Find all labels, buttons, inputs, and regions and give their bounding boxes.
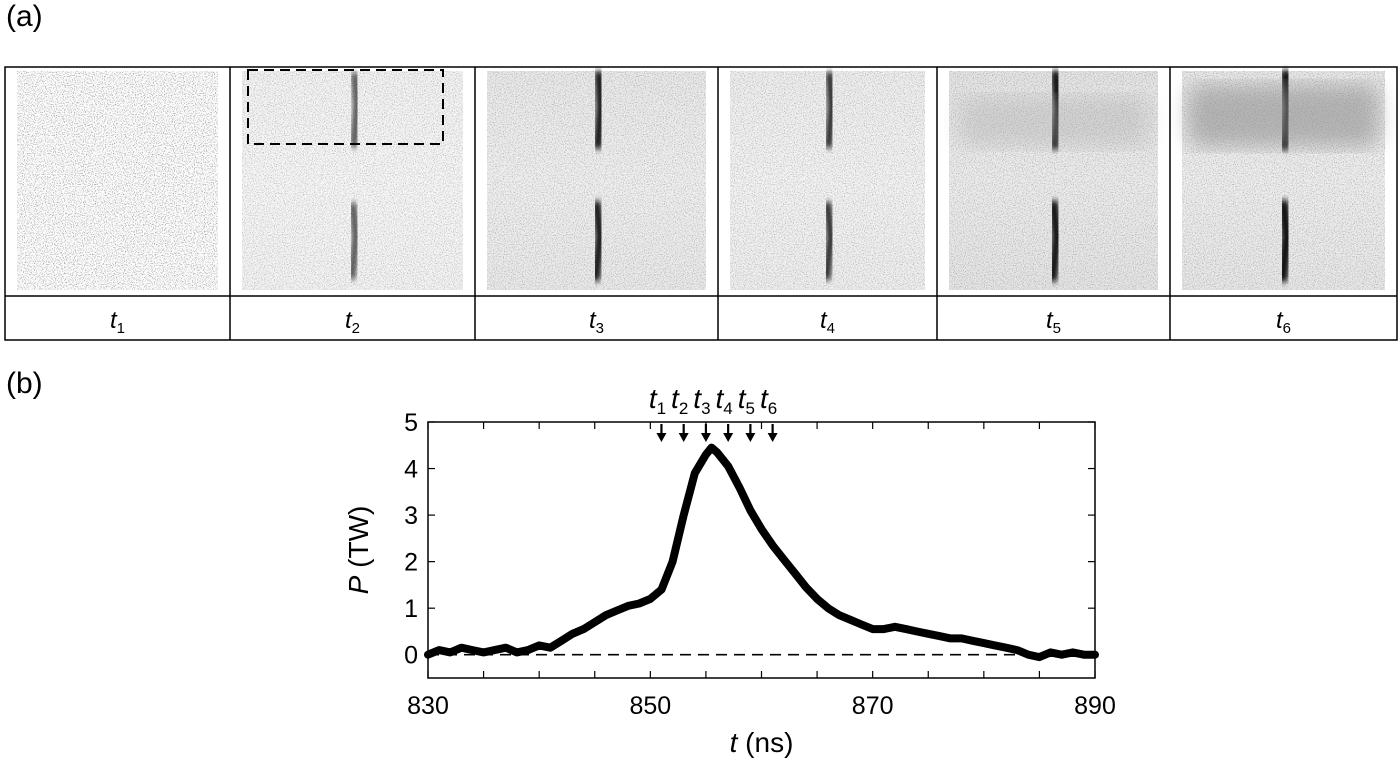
frame-caption-4: t4 <box>820 307 835 337</box>
time-marker-6: t6 <box>760 383 778 442</box>
y-tick-label: 2 <box>404 549 418 577</box>
time-marker-1: t1 <box>649 383 667 442</box>
y-tick-label: 0 <box>404 642 418 670</box>
frame-caption-5: t5 <box>1046 307 1061 337</box>
x-axis-label: t (ns) <box>730 727 794 758</box>
frame-caption-1: t1 <box>110 307 125 337</box>
panel-b-label: (b) <box>6 367 43 400</box>
y-tick-label: 3 <box>404 502 418 530</box>
frame-image-6 <box>1182 69 1385 290</box>
y-axis-label: P (TW) <box>343 506 374 595</box>
frame-image-4 <box>730 71 925 290</box>
frame-image-1 <box>17 71 218 290</box>
frame-caption-6: t6 <box>1276 307 1291 337</box>
time-marker-label-4: t4 <box>716 383 733 418</box>
time-marker-label-2: t2 <box>671 383 688 418</box>
y-tick-label: 5 <box>404 409 418 437</box>
power-series-line <box>424 443 1099 662</box>
y-tick-label: 4 <box>404 456 418 484</box>
x-tick-label: 850 <box>629 692 671 720</box>
time-marker-label-3: t3 <box>693 383 710 418</box>
frame-caption-2: t2 <box>345 307 360 337</box>
plot-frame <box>427 421 1096 679</box>
time-marker-label-1: t1 <box>649 383 666 418</box>
power-chart: 830 850 870 890 0 1 2 3 4 5 t (ns) P (TW) t1 t2 t3 t4 t5… <box>343 383 1116 758</box>
time-marker-5: t5 <box>738 383 756 442</box>
frame-image-3 <box>487 70 706 290</box>
x-tick-label: 890 <box>1074 692 1116 720</box>
y-tick-label: 1 <box>404 595 418 623</box>
x-tick-label: 870 <box>852 692 894 720</box>
x-tick-label: 830 <box>407 692 449 720</box>
time-marker-3: t3 <box>693 383 711 442</box>
image-sequence-panel: t1 t2 t3 t4 t5 t6 <box>4 66 1398 341</box>
frame-image-5 <box>949 70 1158 290</box>
panel-a-label: (a) <box>6 0 43 33</box>
time-marker-label-6: t6 <box>760 383 777 418</box>
time-marker-4: t4 <box>716 383 734 442</box>
time-marker-label-5: t5 <box>738 383 755 418</box>
frame-image-2 <box>242 69 463 290</box>
frame-caption-3: t3 <box>589 307 604 337</box>
time-marker-2: t2 <box>671 383 689 442</box>
zoom-region-box <box>247 69 444 145</box>
